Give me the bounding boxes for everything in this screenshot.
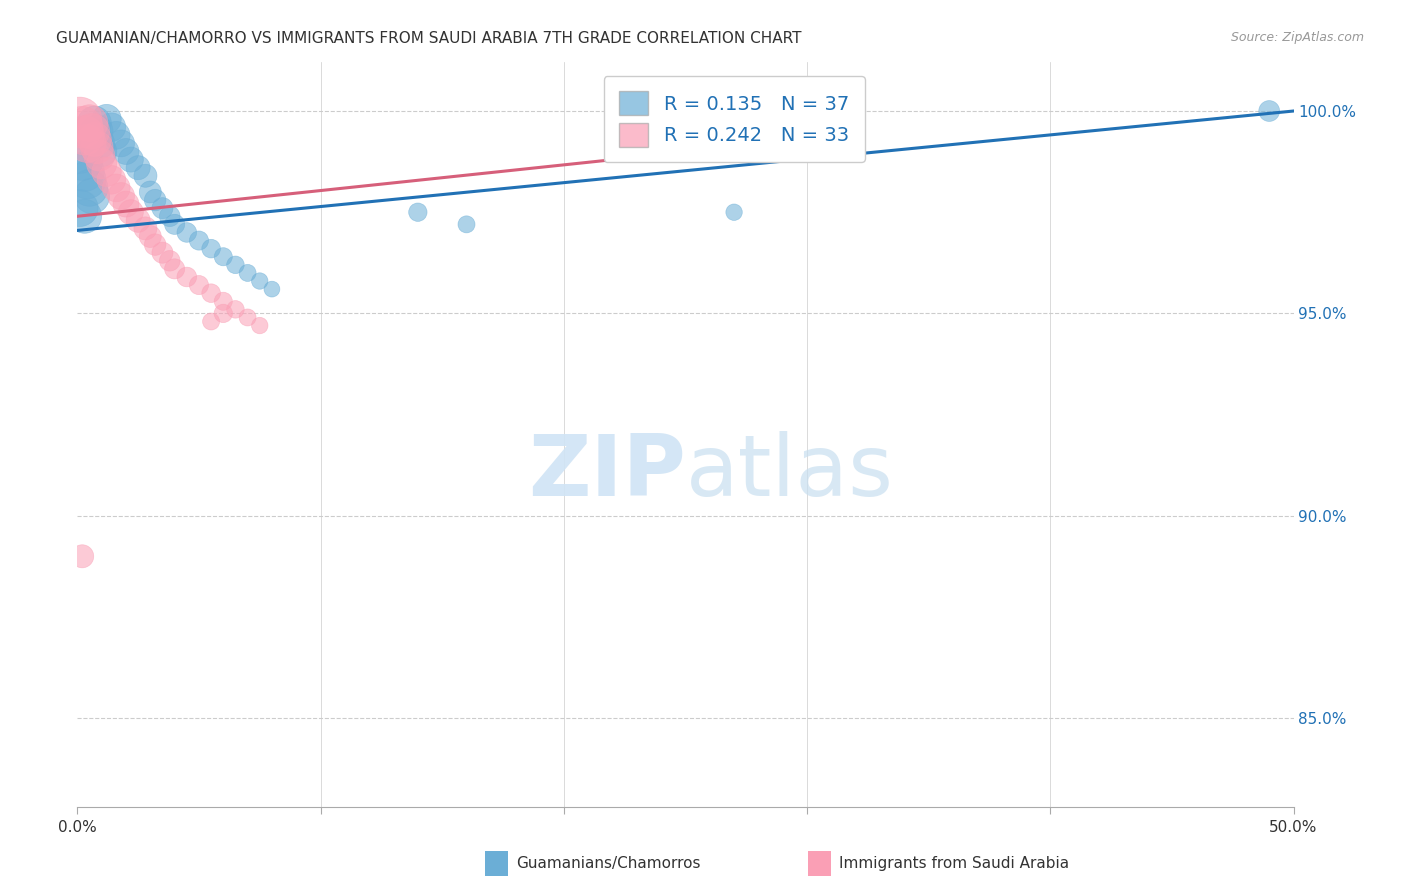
Point [723, 205, 745, 219]
Point [79, 116, 101, 130]
Point [163, 261, 186, 276]
Point [224, 258, 246, 272]
Point [200, 286, 222, 301]
Point [134, 221, 156, 235]
Point [224, 302, 246, 317]
Text: ZIP: ZIP [527, 431, 686, 514]
Text: Guamanians/Chamorros: Guamanians/Chamorros [516, 856, 700, 871]
Point [70, 153, 93, 167]
Legend: R = 0.135   N = 37, R = 0.242   N = 33: R = 0.135 N = 37, R = 0.242 N = 33 [603, 76, 865, 162]
Point [83, 132, 105, 146]
Point [90, 145, 112, 159]
Point [83, 116, 105, 130]
Point [73, 128, 96, 143]
Point [120, 205, 142, 219]
Point [80, 124, 103, 138]
Point [143, 193, 166, 207]
Point [70, 549, 93, 564]
Point [249, 318, 271, 333]
Point [139, 229, 162, 244]
Point [159, 209, 181, 223]
Point [96, 112, 118, 127]
Point [73, 209, 96, 223]
Point [200, 242, 222, 256]
Point [76, 173, 98, 187]
Point [110, 189, 132, 203]
Point [115, 145, 138, 159]
Text: atlas: atlas [686, 431, 893, 514]
Point [69, 145, 91, 159]
Point [188, 278, 211, 293]
Point [69, 201, 91, 215]
Point [159, 253, 181, 268]
Point [127, 161, 149, 175]
Point [212, 250, 235, 264]
Point [96, 165, 118, 179]
Point [115, 197, 138, 211]
Point [456, 218, 478, 232]
Point [89, 148, 111, 162]
Text: Source: ZipAtlas.com: Source: ZipAtlas.com [1230, 31, 1364, 45]
Point [86, 140, 108, 154]
Text: GUAMANIAN/CHAMORRO VS IMMIGRANTS FROM SAUDI ARABIA 7TH GRADE CORRELATION CHART: GUAMANIAN/CHAMORRO VS IMMIGRANTS FROM SA… [56, 31, 801, 46]
Point [249, 274, 271, 288]
Point [110, 136, 132, 151]
Point [76, 136, 98, 151]
Point [143, 237, 166, 252]
Point [90, 156, 112, 170]
Point [89, 136, 111, 151]
Point [163, 218, 186, 232]
Point [200, 314, 222, 328]
Point [236, 310, 259, 325]
Point [80, 189, 103, 203]
Point [152, 245, 174, 260]
Point [188, 234, 211, 248]
Point [70, 120, 93, 135]
Point [73, 165, 96, 179]
Point [100, 173, 122, 187]
Point [176, 226, 198, 240]
Point [120, 153, 142, 167]
Point [127, 213, 149, 227]
Point [406, 205, 429, 219]
Point [152, 201, 174, 215]
Point [79, 181, 101, 195]
Point [176, 270, 198, 285]
Point [212, 306, 235, 320]
Point [105, 128, 128, 143]
Point [139, 185, 162, 199]
Text: Immigrants from Saudi Arabia: Immigrants from Saudi Arabia [839, 856, 1070, 871]
Point [212, 294, 235, 309]
Point [69, 112, 91, 127]
Point [105, 181, 128, 195]
Point [260, 282, 283, 296]
Point [100, 120, 122, 135]
Point [86, 124, 108, 138]
Point [236, 266, 259, 280]
Point [1258, 103, 1281, 118]
Point [134, 169, 156, 183]
